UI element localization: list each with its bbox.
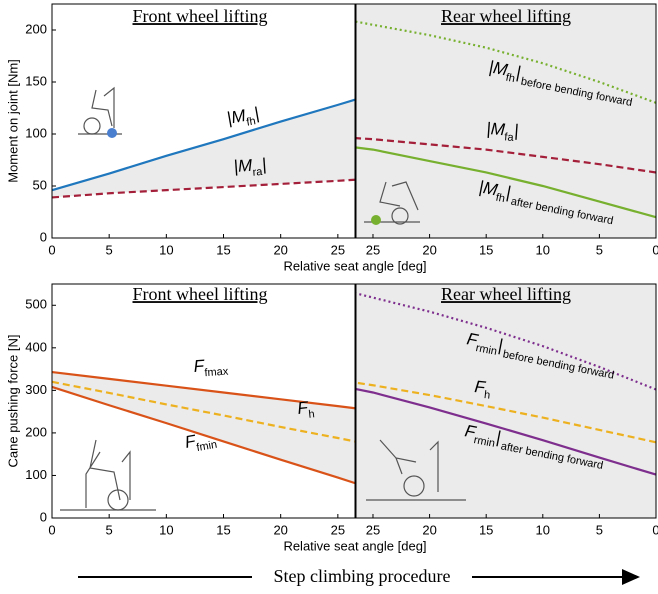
x-axis-label: Relative seat angle [deg] [283, 538, 426, 553]
y-tick-label: 300 [25, 382, 47, 397]
x-tick-label: 10 [536, 242, 550, 257]
x-tick-label: 0 [48, 242, 55, 257]
x-tick-label: 25 [331, 522, 345, 537]
x-tick-label: 25 [366, 522, 380, 537]
panel: |Mfh|before bending forward|Mfa||Mfh|aft… [356, 4, 658, 257]
x-tick-label: 0 [48, 522, 55, 537]
y-tick-label: 200 [25, 21, 47, 36]
arrow-head [622, 569, 640, 585]
x-tick-label: 10 [159, 522, 173, 537]
plot-background [356, 4, 656, 238]
x-tick-label: 15 [479, 522, 493, 537]
plot-background [356, 284, 656, 518]
panel-title: Rear wheel lifting [441, 284, 571, 304]
icon-joint [107, 128, 117, 138]
x-tick-label: 5 [596, 522, 603, 537]
x-tick-label: 10 [159, 242, 173, 257]
label-sub: fmax [204, 366, 229, 380]
y-tick-label: 100 [25, 467, 47, 482]
label-sub: h [308, 408, 315, 421]
x-tick-label: 5 [106, 242, 113, 257]
label-main: |M [486, 119, 507, 139]
x-tick-label: 10 [536, 522, 550, 537]
y-tick-label: 150 [25, 73, 47, 88]
y-tick-label: 500 [25, 297, 47, 312]
y-axis-label: Moment on joint [Nm] [5, 59, 20, 183]
x-tick-label: 15 [216, 242, 230, 257]
x-tick-label: 0 [652, 242, 658, 257]
x-tick-label: 25 [366, 242, 380, 257]
caption: Step climbing procedure [274, 566, 451, 586]
y-tick-label: 200 [25, 424, 47, 439]
y-tick-label: 0 [40, 509, 47, 524]
x-tick-label: 20 [273, 522, 287, 537]
x-axis-label: Relative seat angle [deg] [283, 258, 426, 273]
y-tick-label: 0 [40, 229, 47, 244]
x-tick-label: 0 [652, 522, 658, 537]
y-tick-label: 50 [33, 177, 47, 192]
label-sub: h [483, 389, 490, 402]
x-tick-label: 5 [596, 242, 603, 257]
x-tick-label: 15 [216, 522, 230, 537]
x-tick-label: 20 [273, 242, 287, 257]
icon-joint [371, 215, 381, 225]
label-main: |M [233, 156, 254, 176]
x-tick-label: 20 [422, 242, 436, 257]
x-tick-label: 25 [331, 242, 345, 257]
figure: |Mfh||Mra|0510152025050100150200Front wh… [0, 0, 658, 589]
procedure-arrow: Step climbing procedure [78, 566, 640, 586]
x-tick-label: 20 [422, 522, 436, 537]
y-tick-label: 100 [25, 125, 47, 140]
panel-title: Front wheel lifting [133, 284, 268, 304]
panel-title: Rear wheel lifting [441, 6, 571, 26]
panel-title: Front wheel lifting [133, 6, 268, 26]
x-tick-label: 5 [106, 522, 113, 537]
y-axis-label: Cane pushing force [N] [5, 335, 20, 468]
x-tick-label: 15 [479, 242, 493, 257]
y-tick-label: 400 [25, 339, 47, 354]
